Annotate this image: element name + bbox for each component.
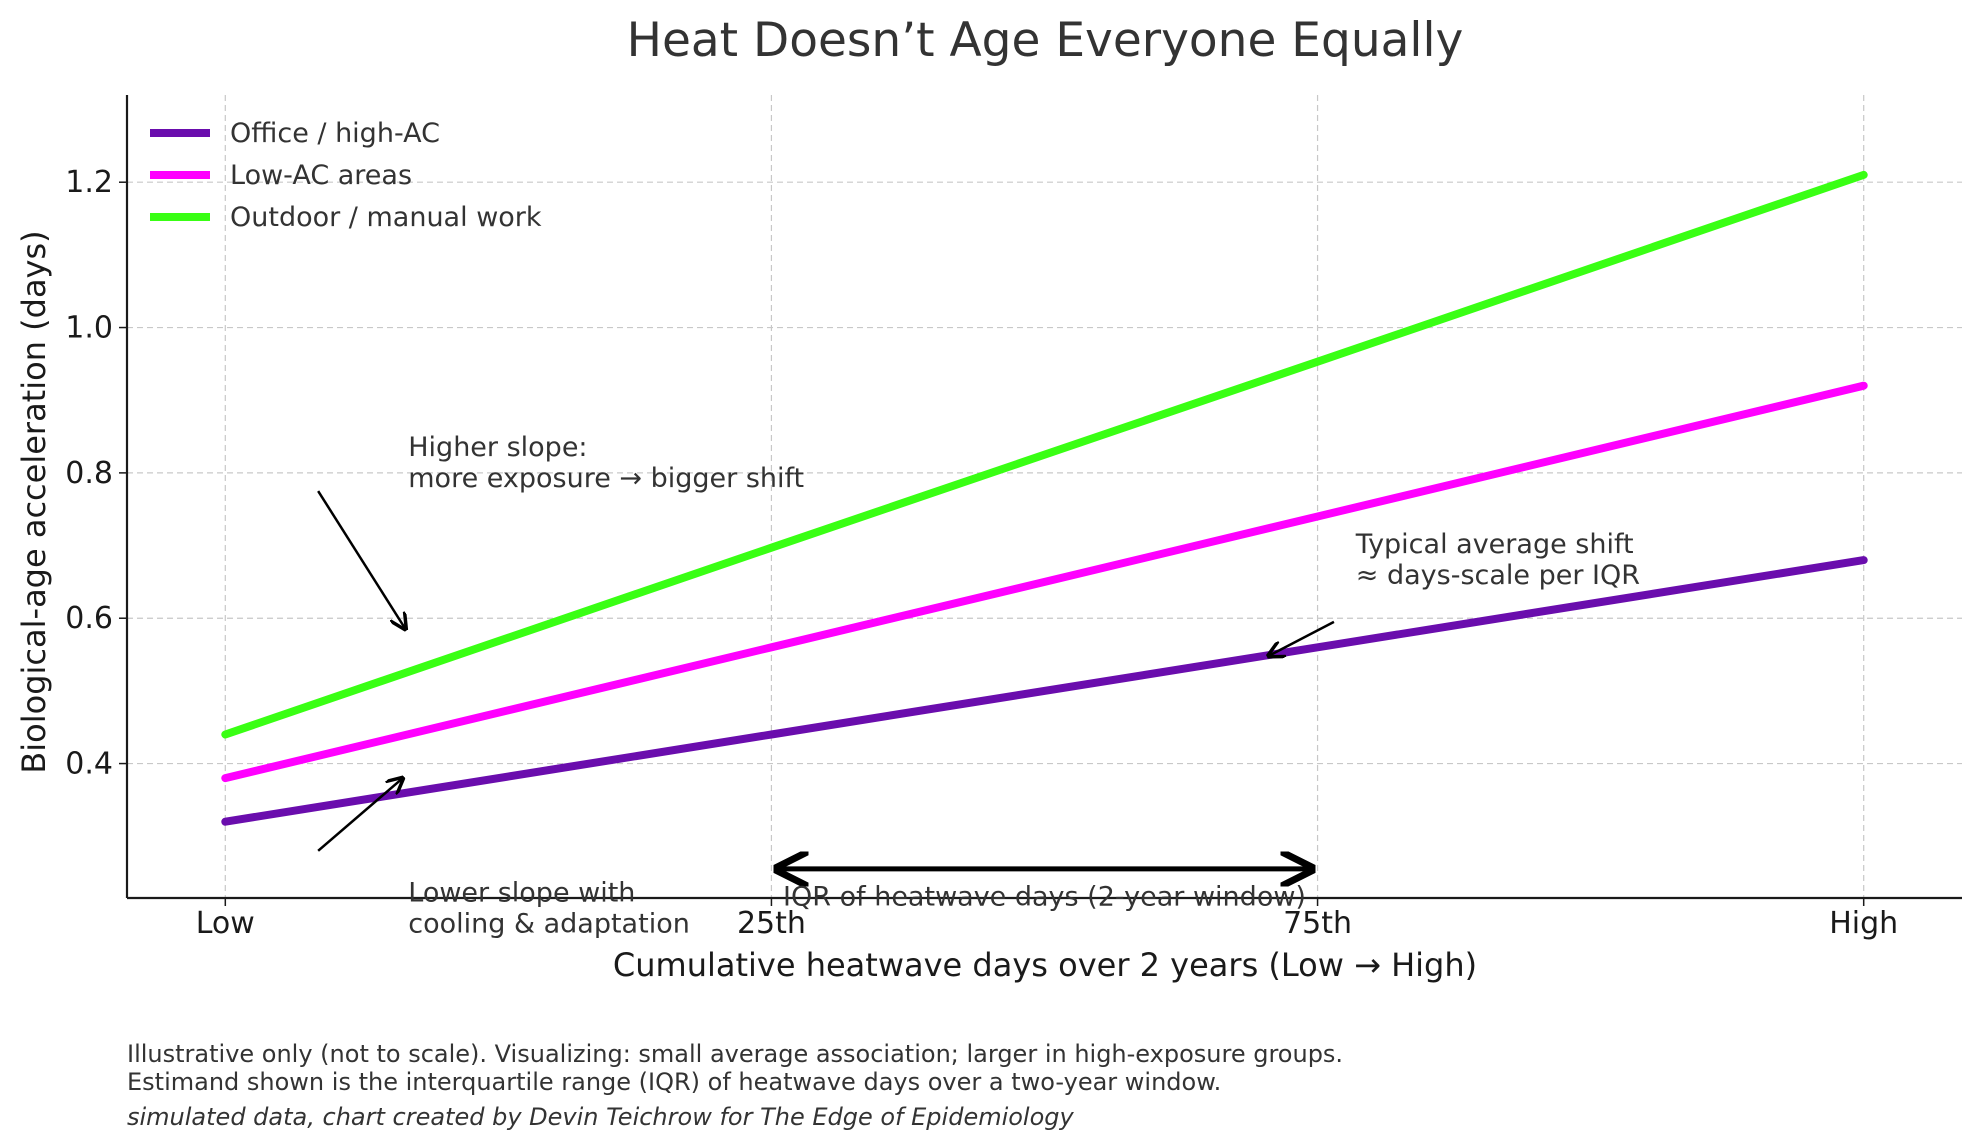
footnote-line-2: Estimand shown is the interquartile rang…	[127, 1068, 1222, 1096]
legend-label-2: Low-AC areas	[230, 160, 412, 191]
series-line-1	[221, 556, 1868, 826]
legend-label-1: Office / high-AC	[230, 118, 440, 149]
annotation-text-higher-slope: more exposure → bigger shift	[408, 463, 804, 494]
x-tick-label: High	[1829, 906, 1898, 941]
legend-label-3: Outdoor / manual work	[230, 202, 542, 233]
series-lines	[221, 170, 1868, 826]
y-tick-label: 0.4	[65, 747, 113, 782]
footnote-credit: simulated data, chart created by Devin T…	[127, 1103, 1074, 1131]
y-tick-label: 1.0	[65, 311, 113, 346]
legend: Office / high-AC Low-AC areas Outdoor / ma…	[150, 118, 542, 233]
annotation-text-typical-shift: Typical average shift	[1355, 529, 1634, 560]
grid	[127, 95, 1962, 898]
annotation-text-higher-slope: Higher slope:	[408, 432, 587, 463]
x-tick-label: 25th	[737, 906, 806, 941]
footnote-line-1: Illustrative only (not to scale). Visual…	[127, 1040, 1344, 1068]
x-ticks: Low 25th 75th High	[196, 898, 1898, 941]
annotation-text-iqr: IQR of heatwave days (2-year window)	[783, 881, 1306, 912]
annotations: Higher slope:more exposure → bigger shif…	[317, 432, 1640, 940]
x-tick-label: 75th	[1283, 906, 1352, 941]
x-tick-label: Low	[196, 906, 255, 941]
annotation-arrow-typical-shift	[1268, 620, 1335, 656]
annotation-arrow-higher-slope	[317, 490, 405, 629]
annotation-text-lower-slope: Lower slope with	[408, 878, 635, 909]
annotation-text-lower-slope: cooling & adaptation	[408, 909, 690, 940]
y-tick-label: 0.6	[65, 601, 113, 636]
series-line-3	[221, 170, 1868, 739]
annotation-arrow-lower-slope	[317, 778, 403, 852]
chart-title: Heat Doesn’t Age Everyone Equally	[627, 13, 1464, 68]
annotation-text-typical-shift: ≈ days-scale per IQR	[1356, 560, 1640, 591]
series-line-2	[221, 381, 1868, 783]
y-axis-label: Biological-age acceleration (days)	[15, 230, 53, 773]
y-tick-label: 1.2	[65, 165, 113, 200]
y-tick-label: 0.8	[65, 456, 113, 491]
y-ticks: 0.4 0.6 0.8 1.0 1.2	[65, 165, 127, 782]
x-axis-label: Cumulative heatwave days over 2 years (L…	[613, 946, 1477, 984]
